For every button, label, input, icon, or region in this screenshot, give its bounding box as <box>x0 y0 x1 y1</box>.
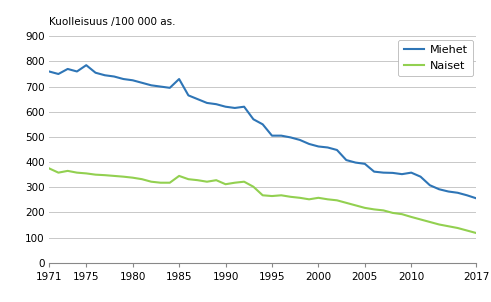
Miehet <box>362 162 368 165</box>
Miehet <box>381 171 386 175</box>
Naiset <box>269 194 275 198</box>
Naiset <box>427 220 433 224</box>
Naiset <box>409 215 414 219</box>
Naiset <box>445 224 451 228</box>
Naiset <box>381 209 386 212</box>
Naiset <box>222 182 228 186</box>
Naiset <box>325 198 330 201</box>
Naiset <box>55 171 61 175</box>
Miehet <box>288 136 294 139</box>
Naiset <box>343 201 349 205</box>
Miehet <box>473 197 479 200</box>
Miehet <box>195 97 201 101</box>
Naiset <box>288 195 294 199</box>
Miehet <box>250 117 256 121</box>
Miehet <box>306 142 312 146</box>
Naiset <box>371 207 377 211</box>
Naiset <box>250 185 256 188</box>
Miehet <box>83 63 89 67</box>
Miehet <box>232 106 238 110</box>
Naiset <box>278 194 284 197</box>
Naiset <box>418 218 424 221</box>
Miehet <box>111 75 117 78</box>
Miehet <box>213 102 219 106</box>
Naiset <box>158 181 164 185</box>
Naiset <box>65 169 71 173</box>
Miehet <box>55 72 61 76</box>
Naiset <box>148 180 154 184</box>
Naiset <box>297 196 303 200</box>
Naiset <box>167 181 173 185</box>
Miehet <box>464 194 470 197</box>
Miehet <box>148 84 154 87</box>
Miehet <box>74 70 80 73</box>
Miehet <box>176 77 182 81</box>
Text: Kuolleisuus /100 000 as.: Kuolleisuus /100 000 as. <box>49 17 176 27</box>
Naiset <box>83 172 89 175</box>
Naiset <box>195 178 201 182</box>
Miehet <box>241 105 247 108</box>
Naiset <box>334 198 340 202</box>
Naiset <box>306 198 312 201</box>
Naiset <box>111 174 117 178</box>
Miehet <box>260 123 266 126</box>
Miehet <box>409 171 414 175</box>
Miehet <box>93 71 99 75</box>
Miehet <box>158 85 164 88</box>
Miehet <box>222 105 228 108</box>
Naiset <box>241 180 247 184</box>
Miehet <box>445 190 451 193</box>
Miehet <box>186 94 191 97</box>
Miehet <box>120 77 126 81</box>
Miehet <box>204 101 210 105</box>
Naiset <box>93 173 99 176</box>
Miehet <box>46 70 52 73</box>
Naiset <box>130 176 136 179</box>
Naiset <box>464 229 470 232</box>
Miehet <box>102 73 108 77</box>
Naiset <box>186 177 191 181</box>
Naiset <box>139 177 145 181</box>
Line: Miehet: Miehet <box>49 65 476 198</box>
Naiset <box>455 226 461 230</box>
Naiset <box>176 174 182 178</box>
Miehet <box>334 148 340 152</box>
Naiset <box>102 173 108 177</box>
Miehet <box>455 191 461 194</box>
Naiset <box>46 167 52 170</box>
Naiset <box>315 196 321 200</box>
Naiset <box>120 175 126 178</box>
Naiset <box>260 194 266 197</box>
Naiset <box>473 231 479 235</box>
Naiset <box>213 178 219 182</box>
Miehet <box>269 134 275 137</box>
Miehet <box>297 138 303 142</box>
Naiset <box>74 171 80 175</box>
Naiset <box>204 180 210 184</box>
Naiset <box>436 223 442 226</box>
Miehet <box>278 134 284 137</box>
Naiset <box>399 212 405 216</box>
Miehet <box>65 67 71 71</box>
Legend: Miehet, Naiset: Miehet, Naiset <box>398 40 473 76</box>
Naiset <box>232 181 238 185</box>
Miehet <box>325 146 330 149</box>
Naiset <box>353 204 358 207</box>
Miehet <box>130 79 136 82</box>
Miehet <box>436 188 442 191</box>
Miehet <box>399 172 405 176</box>
Naiset <box>362 206 368 210</box>
Miehet <box>418 175 424 178</box>
Miehet <box>371 170 377 173</box>
Miehet <box>343 158 349 162</box>
Miehet <box>390 171 396 175</box>
Line: Naiset: Naiset <box>49 169 476 233</box>
Naiset <box>390 211 396 215</box>
Miehet <box>167 86 173 90</box>
Miehet <box>315 145 321 148</box>
Miehet <box>353 161 358 164</box>
Miehet <box>139 81 145 85</box>
Miehet <box>427 183 433 187</box>
